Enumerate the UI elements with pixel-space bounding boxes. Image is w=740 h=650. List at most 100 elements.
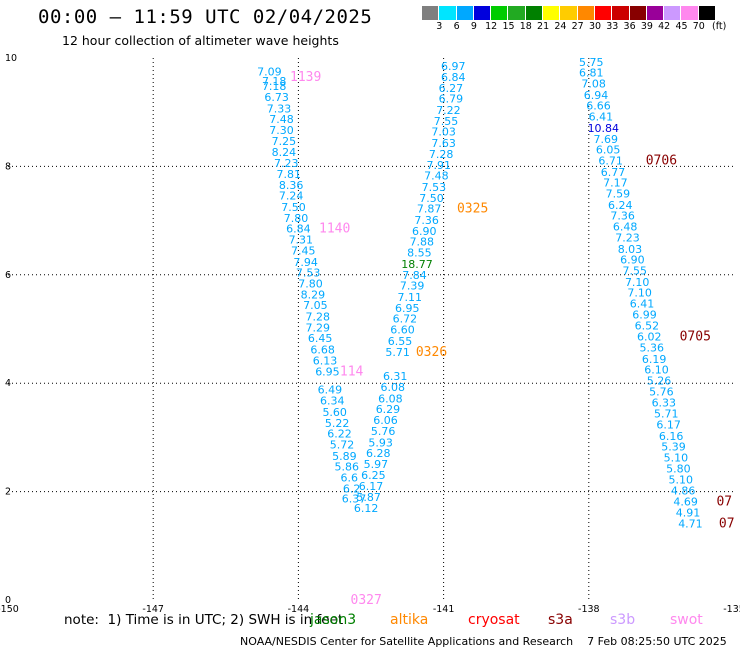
- legend-swatch: [664, 6, 682, 20]
- legend-swatch-label: 33: [606, 21, 619, 32]
- wave-height-value: 6.33: [652, 397, 677, 410]
- legend-swatch-label: 36: [623, 21, 636, 32]
- wave-height-value: 6.12: [354, 502, 379, 515]
- x-tick-label: -144: [288, 604, 310, 615]
- legend-swatch: [594, 6, 613, 20]
- wave-height-value: 5.10: [669, 474, 694, 487]
- wave-height-value: 7.81: [276, 168, 301, 181]
- wave-height-value: 6.17: [656, 418, 681, 431]
- wave-height-value: 7.55: [623, 264, 648, 277]
- wave-height-value: 5.76: [371, 425, 396, 438]
- wave-height-value: 6.41: [589, 111, 614, 124]
- wave-height-value: 7.48: [424, 170, 449, 183]
- wave-height-value: 7.80: [298, 277, 323, 290]
- pass-id-label: 1139: [290, 70, 321, 85]
- color-scale-labels: 3 6 9 12 15 18 21 24 27 30 33 36 39 42 45 70: [422, 21, 732, 33]
- wave-height-value: 5.80: [666, 462, 691, 475]
- wave-height-value: 7.84: [402, 269, 427, 282]
- wave-height-value: 6.41: [630, 298, 655, 311]
- pass-id-label: 07: [719, 517, 735, 532]
- wave-height-value: 6.84: [286, 223, 311, 236]
- legend-swatch-label: 45: [675, 21, 688, 32]
- x-tick-label: -138: [578, 604, 600, 615]
- wave-height-value: 7.29: [306, 321, 331, 334]
- wave-height-value: 7.05: [303, 299, 328, 312]
- wave-height-value: 7.24: [279, 190, 304, 203]
- footer-credit: NOAA/NESDIS Center for Satellite Applica…: [240, 635, 727, 648]
- wave-height-value: 4.69: [673, 495, 698, 508]
- wave-height-value: 6.22: [327, 428, 352, 441]
- y-tick-label: 0: [5, 595, 11, 606]
- wave-height-value: 6.48: [613, 221, 638, 234]
- legend-swatch-label: 24: [554, 21, 567, 32]
- wave-height-value: 6.72: [393, 313, 418, 326]
- wave-height-value: 7.28: [429, 148, 454, 161]
- wave-height-value: 7.69: [593, 133, 618, 146]
- wave-height-value: 7.28: [306, 311, 331, 324]
- satellite-label-swot: swot: [670, 612, 703, 628]
- legend-swatch: [525, 6, 544, 20]
- wave-height-value: 5.72: [330, 438, 355, 451]
- y-tick-label: 8: [5, 161, 11, 172]
- wave-height-value: 5.86: [335, 461, 360, 474]
- satellite-label-jason3: jason3: [310, 612, 357, 628]
- y-tick-label: 6: [5, 270, 11, 281]
- units-note: note: 1) Time is in UTC; 2) SWH is in fe…: [64, 612, 344, 628]
- legend-swatch: [439, 6, 457, 20]
- wave-height-value: 7.23: [615, 231, 640, 244]
- pass-id-label: 0706: [646, 153, 677, 168]
- legend-swatch-label: 9: [470, 21, 477, 32]
- wave-height-value: 8.24: [272, 146, 297, 159]
- wave-height-value: 5.75: [579, 56, 604, 69]
- wave-height-value: 5.71: [654, 408, 679, 421]
- wave-height-value: 7.08: [581, 77, 606, 90]
- wave-height-value: 5.26: [647, 374, 672, 387]
- wave-height-value: 8.03: [618, 243, 643, 256]
- satellite-label-cryosat: cryosat: [468, 612, 520, 628]
- legend-swatch-label: 39: [640, 21, 653, 32]
- wave-height-value: 7.31: [289, 234, 314, 247]
- wave-height-value: 7.22: [436, 104, 461, 117]
- wave-height-value: 6.81: [579, 67, 604, 80]
- y-tick-label: 10: [5, 53, 17, 64]
- pass-id-label: 0326: [416, 345, 447, 360]
- wave-height-value: 7.11: [397, 291, 422, 304]
- wave-height-value: 6.25: [361, 469, 386, 482]
- chart-subtitle: 12 hour collection of altimeter wave hei…: [62, 33, 339, 48]
- legend-unit: (ft): [712, 21, 727, 32]
- wave-height-value: 5.93: [368, 436, 393, 449]
- wave-height-value: 7.59: [606, 188, 631, 201]
- wave-height-value: 4.91: [676, 507, 701, 520]
- wave-height-value: 7.30: [269, 124, 294, 137]
- wave-height-value: 7.09: [257, 66, 282, 79]
- wave-height-value: 6.37: [342, 493, 367, 506]
- x-tick-label: -150: [0, 604, 19, 615]
- wave-height-value: 7.63: [431, 137, 456, 150]
- wave-height-value: 6.90: [412, 225, 437, 238]
- wave-height-value: 6.05: [596, 144, 621, 157]
- legend-swatch-label: 15: [502, 21, 515, 32]
- pass-id-label: 1140: [319, 222, 350, 237]
- legend-swatch-label: 30: [588, 21, 602, 32]
- wave-height-value: 8.55: [407, 247, 432, 260]
- wave-height-value: 6.10: [644, 364, 669, 377]
- wave-height-value: 7.45: [291, 244, 316, 257]
- wave-height-value: 8.29: [301, 288, 326, 301]
- wave-height-value: 6.24: [608, 199, 633, 212]
- wave-height-value: 5.36: [639, 341, 664, 354]
- satellite-label-s3b: s3b: [610, 612, 636, 628]
- wave-height-value: 7.18: [262, 75, 287, 88]
- wave-height-value: 6.28: [366, 447, 391, 460]
- wave-height-value: 18.77: [401, 258, 433, 271]
- legend-swatch-label: 12: [485, 21, 498, 32]
- legend-swatch-label: 21: [537, 21, 550, 32]
- legend-swatch: [473, 6, 492, 20]
- wave-height-value: 7.33: [267, 102, 292, 115]
- legend-swatch-label: 3: [436, 21, 443, 32]
- wave-height-value: 7.80: [284, 212, 309, 225]
- wave-height-value: 7.25: [272, 135, 297, 148]
- wave-height-value: 6.2: [343, 482, 361, 495]
- wave-height-value: 7.91: [427, 159, 452, 172]
- legend-swatch-label: 6: [453, 21, 460, 32]
- wave-height-value: 5.89: [332, 450, 357, 463]
